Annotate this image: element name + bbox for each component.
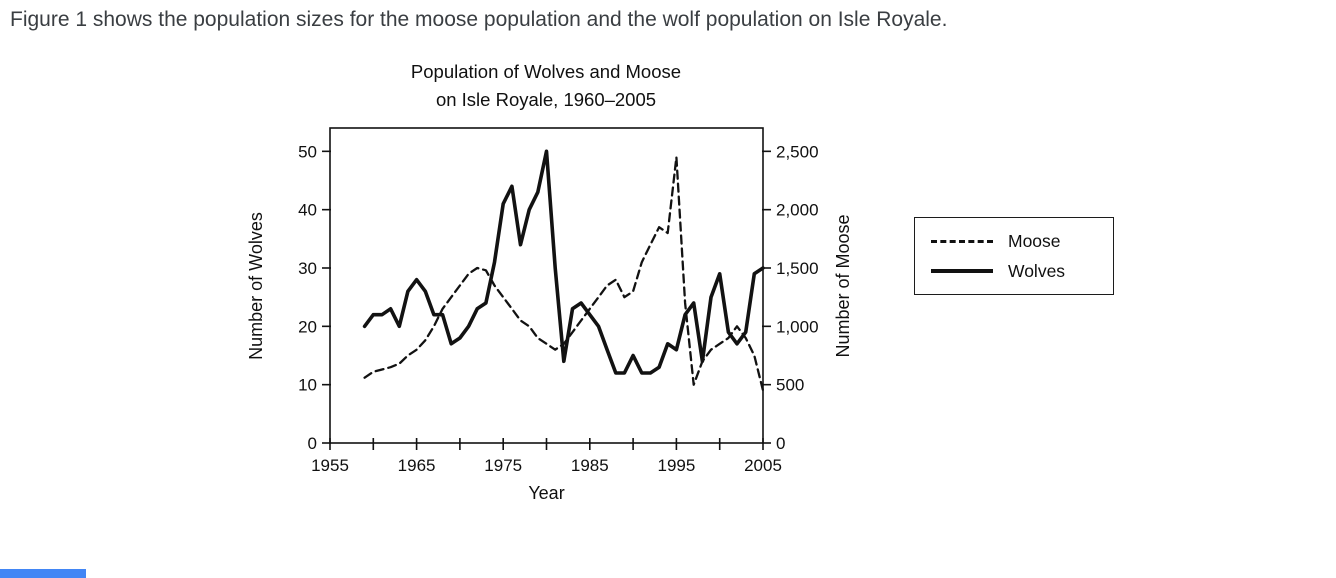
left-axis-tick-label: 50	[298, 142, 317, 161]
x-axis-tick-label: 1975	[484, 456, 522, 475]
left-axis-tick-label: 20	[298, 317, 317, 336]
right-axis-tick-label: 2,000	[776, 201, 819, 220]
left-axis-tick-label: 30	[298, 259, 317, 278]
right-axis-tick-label: 500	[776, 376, 804, 395]
left-axis-tick-label: 0	[308, 434, 317, 453]
wolves-solid-line-swatch	[931, 269, 993, 273]
right-axis-tick-label: 2,500	[776, 142, 819, 161]
chart-title-line2: on Isle Royale, 1960–2005	[435, 89, 657, 110]
right-axis-tick-label: 0	[776, 434, 785, 453]
wolves-series-line	[362, 149, 765, 375]
right-axis-title: Number of Moose	[833, 214, 853, 357]
x-axis-tick-label: 1955	[311, 456, 349, 475]
legend-item-moose: Moose	[931, 231, 1097, 252]
moose-dashed-line-swatch	[931, 239, 993, 243]
x-axis-title: Year	[528, 483, 564, 503]
horizontal-scrollbar-thumb[interactable]	[0, 569, 86, 578]
right-axis-tick-label: 1,000	[776, 317, 819, 336]
x-axis-tick-label: 1985	[571, 456, 609, 475]
right-axis-tick-label: 1,500	[776, 259, 819, 278]
left-axis-title: Number of Wolves	[246, 212, 266, 360]
left-axis-tick-label: 10	[298, 376, 317, 395]
x-axis-tick-label: 1995	[657, 456, 695, 475]
legend-label-moose: Moose	[1008, 230, 1061, 251]
legend-label-wolves: Wolves	[1008, 260, 1066, 281]
left-axis-tick-label: 40	[298, 201, 317, 220]
x-axis-tick-label: 2005	[744, 456, 782, 475]
chart-title-line1: Population of Wolves and Moose	[410, 61, 682, 82]
legend-item-wolves: Wolves	[931, 261, 1097, 282]
chart-title: Population of Wolves and Moose on Isle R…	[286, 58, 806, 114]
figure-caption: Figure 1 shows the population sizes for …	[10, 8, 948, 31]
x-axis-tick-label: 1965	[398, 456, 436, 475]
chart-legend: Moose Wolves	[914, 217, 1114, 295]
